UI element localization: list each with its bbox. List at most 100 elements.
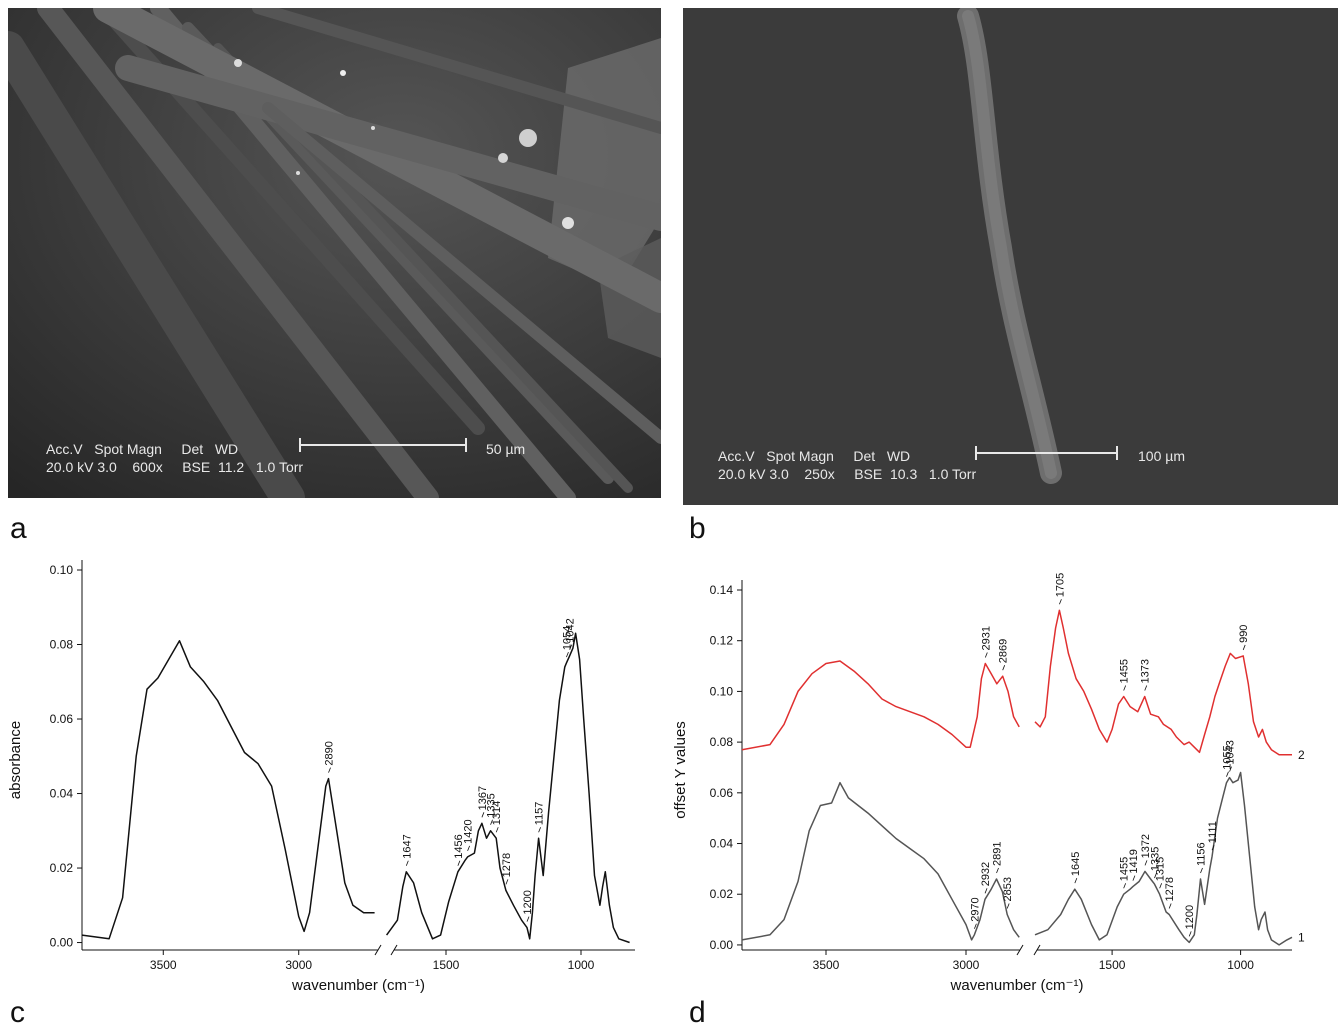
sem-fibers-a xyxy=(8,8,661,498)
x-tick-label: 1000 xyxy=(1227,958,1254,972)
series-line-1-1 xyxy=(1034,771,1293,946)
series-label-1: 1 xyxy=(1298,930,1305,944)
peak-tick xyxy=(1132,875,1136,881)
y-tick-label: 0.14 xyxy=(710,583,734,597)
peak-label: 1420 xyxy=(463,819,475,843)
peak-tick xyxy=(405,860,409,866)
peak-tick xyxy=(1200,867,1203,874)
peak-label: 1456 xyxy=(453,834,465,858)
peak-tick xyxy=(1144,685,1148,691)
scale-label-b: 100 µm xyxy=(1138,448,1185,464)
peak-tick xyxy=(467,845,470,852)
series-line-2-1 xyxy=(1034,609,1292,756)
y-tick-label: 0.12 xyxy=(710,634,734,648)
sem-image-a: Acc.V Spot Magn Det WD 20.0 kV 3.0 600x … xyxy=(8,8,661,498)
x-tick-label: 1000 xyxy=(568,958,595,972)
peak-tick xyxy=(1144,860,1148,866)
peak-label: 2890 xyxy=(324,741,336,765)
peak-tick xyxy=(490,819,493,825)
y-tick-label: 0.02 xyxy=(710,887,734,901)
peak-label: 1647 xyxy=(401,834,413,858)
peak-label: 1157 xyxy=(534,802,546,826)
peak-tick xyxy=(1159,883,1163,889)
peak-label: 1335 xyxy=(486,793,498,817)
y-tick-label: 0.08 xyxy=(710,735,734,749)
peak-label: 2931 xyxy=(980,626,992,650)
peak-label: 1314 xyxy=(491,801,503,825)
peak-tick xyxy=(1188,931,1192,937)
peak-tick xyxy=(1002,665,1006,671)
panel-letter-b: b xyxy=(689,512,706,545)
x-tick-label: 3500 xyxy=(813,958,840,972)
series-line-0-1 xyxy=(385,632,630,944)
y-tick-label: 0.02 xyxy=(50,861,74,875)
peak-tick xyxy=(457,860,461,866)
peak-label: 1200 xyxy=(522,890,534,914)
peak-label: 1455 xyxy=(1119,659,1131,683)
peak-label: 1043 xyxy=(1225,740,1237,764)
x-tick-label: 1500 xyxy=(1099,958,1126,972)
peak-tick xyxy=(505,879,509,885)
sem-fiber-b xyxy=(683,8,1338,505)
peak-label: 1111 xyxy=(1207,821,1219,843)
peak-tick xyxy=(495,827,499,833)
chart-c: 0.00 0.02 0.04 0.06 0.08 0.10 3500 3000 1500 1000… xyxy=(7,560,635,994)
peak-tick xyxy=(1123,685,1127,691)
series-line-2-0 xyxy=(741,660,1020,751)
panel-letter-c: c xyxy=(10,996,25,1029)
sem-metadata-a-line1: Acc.V Spot Magn Det WD xyxy=(46,441,239,457)
y-axis-label: absorbance xyxy=(7,721,24,799)
peak-label: 1200 xyxy=(1184,905,1196,929)
peak-label: 1055 xyxy=(1221,745,1233,769)
peak-label: 2869 xyxy=(998,639,1010,663)
x-axis-label: wavenumber (cm⁻¹) xyxy=(950,977,1084,994)
y-tick-label: 0.10 xyxy=(710,684,734,698)
peak-label: 990 xyxy=(1238,625,1250,643)
peak-label: 2853 xyxy=(1002,877,1014,901)
axis-break-mark xyxy=(390,944,398,956)
peak-label: 1455 xyxy=(1119,857,1131,881)
peak-label: 1156 xyxy=(1196,842,1208,866)
peak-tick xyxy=(538,827,541,833)
peak-label: 1278 xyxy=(1164,877,1176,901)
peak-tick xyxy=(1211,845,1215,851)
peak-label: 1054 xyxy=(561,626,573,650)
peak-tick xyxy=(566,651,569,658)
peak-tick xyxy=(1006,903,1010,909)
axis-break-mark xyxy=(1033,944,1041,956)
peak-label: 1419 xyxy=(1128,849,1140,873)
y-tick-label: 0.00 xyxy=(710,938,734,952)
x-tick-label: 3500 xyxy=(150,958,177,972)
y-tick-label: 0.08 xyxy=(50,638,74,652)
sem-metadata-b-line1: Acc.V Spot Magn Det WD xyxy=(718,448,911,464)
x-tick-label: 3000 xyxy=(953,958,980,972)
peak-label: 1367 xyxy=(477,786,489,810)
y-tick-label: 0.04 xyxy=(710,837,734,851)
y-tick-label: 0.06 xyxy=(50,712,74,726)
peak-tick xyxy=(984,652,988,658)
series-line-1-0 xyxy=(741,781,1020,941)
y-axis-label: offset Y values xyxy=(672,721,689,819)
x-axis-label: wavenumber (cm⁻¹) xyxy=(291,977,425,994)
peak-tick xyxy=(1242,644,1246,651)
peak-tick xyxy=(1168,903,1172,909)
sem-metadata-a-line2: 20.0 kV 3.0 600x BSE 11.2 1.0 Torr xyxy=(46,459,304,475)
series-label-2: 2 xyxy=(1298,748,1305,762)
peak-label: 2970 xyxy=(969,897,981,921)
peak-tick xyxy=(1226,771,1229,777)
peak-tick xyxy=(1154,872,1157,879)
peak-tick xyxy=(526,916,530,922)
peak-label: 1278 xyxy=(501,853,513,877)
y-tick-label: 0.06 xyxy=(710,786,734,800)
peak-tick xyxy=(569,644,573,650)
x-tick-label: 1500 xyxy=(433,958,460,972)
y-tick-label: 0.04 xyxy=(50,787,74,801)
peak-label: 2891 xyxy=(992,842,1004,866)
peak-tick xyxy=(974,923,977,929)
panel-letter-a: a xyxy=(10,512,27,545)
peak-tick xyxy=(1059,599,1062,605)
peak-label: 1315 xyxy=(1155,857,1167,881)
peak-tick xyxy=(328,767,331,773)
peak-label: 1373 xyxy=(1140,659,1152,683)
peak-tick xyxy=(1074,878,1078,884)
